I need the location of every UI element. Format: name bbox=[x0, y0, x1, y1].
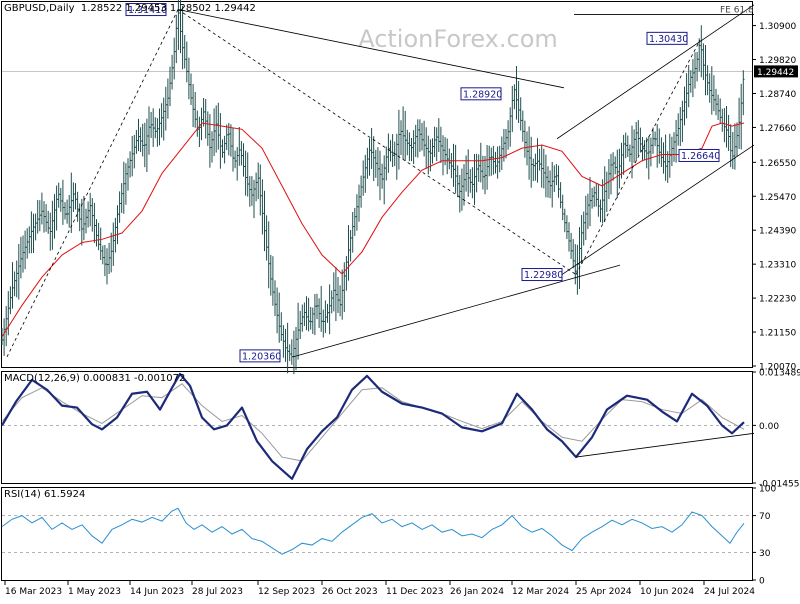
price-panel-frame bbox=[1, 1, 753, 581]
trend-line bbox=[292, 264, 621, 358]
rsi-line bbox=[1, 507, 745, 555]
time-tick-label: 16 Mar 2023 bbox=[5, 587, 62, 597]
time-tick-label: 11 Dec 2023 bbox=[386, 587, 444, 597]
rsi-tick-label: 70 bbox=[759, 512, 771, 522]
fe-level-label: FE 61.8 bbox=[720, 6, 754, 16]
rsi-tick-label: 100 bbox=[759, 485, 776, 495]
price-annotation-box bbox=[678, 148, 720, 162]
time-tick-label: 12 Mar 2024 bbox=[512, 587, 569, 597]
dashed-guide-line bbox=[6, 9, 179, 358]
time-tick-label: 26 Oct 2023 bbox=[322, 587, 378, 597]
price-annotation-box bbox=[646, 31, 688, 45]
ohlc-readout: 1.28522 1.29453 1.28502 1.29442 bbox=[80, 3, 256, 14]
time-tick-label: 12 Sep 2023 bbox=[258, 587, 315, 597]
price-annotation-box bbox=[521, 268, 563, 282]
price-tick-label: 1.24390 bbox=[759, 227, 796, 237]
time-axis: 16 Mar 2023 1 May 2023 14 Jun 2023 28 Jul 2… bbox=[4, 581, 755, 597]
rsi-tick-label: 30 bbox=[759, 549, 771, 559]
price-annotation-label: 1.26640 bbox=[681, 151, 720, 162]
symbol-title: GBPUSD,Daily bbox=[4, 3, 75, 14]
time-tick-label: 10 Jun 2024 bbox=[640, 587, 694, 597]
price-annotation-box bbox=[239, 349, 281, 363]
trend-line bbox=[177, 9, 565, 89]
macd-tick-label: 0.00 bbox=[759, 422, 779, 432]
macd-main-line bbox=[1, 372, 745, 480]
price-tick-label: 1.25470 bbox=[759, 193, 796, 203]
price-annotation-label: 1.31410 bbox=[128, 5, 167, 16]
symbol-header: GBPUSD,Daily 1.28522 1.29453 1.28502 1.2… bbox=[4, 3, 256, 14]
ohlc-bars bbox=[0, 0, 745, 375]
time-tick-label: 25 Apr 2024 bbox=[576, 587, 632, 597]
price-annotation-label: 1.30430 bbox=[649, 34, 688, 45]
time-tick-label: 14 Jun 2023 bbox=[130, 587, 184, 597]
price-tick-label: 1.21150 bbox=[759, 329, 796, 339]
price-tick-label: 1.20070 bbox=[759, 363, 796, 373]
last-price-box bbox=[754, 65, 798, 78]
macd-trend-line bbox=[575, 432, 755, 458]
trend-line bbox=[561, 144, 755, 275]
price-annotation-label: 1.22980 bbox=[524, 270, 563, 281]
price-annotation-box bbox=[125, 3, 167, 17]
time-tick-label: 1 May 2023 bbox=[68, 587, 121, 597]
macd-header: MACD(12,26,9) 0.000831 -0.001072 bbox=[4, 373, 185, 384]
last-price-label: 1.29442 bbox=[757, 68, 794, 78]
rsi-title: RSI(14) 61.5924 bbox=[4, 489, 86, 500]
trend-line bbox=[556, 4, 755, 140]
price-tick-label: 1.27660 bbox=[759, 124, 796, 134]
price-annotation-label: 1.20360 bbox=[242, 351, 281, 362]
macd-panel: 0.013489 0.00 -0.014554 bbox=[1, 369, 800, 490]
price-annotation-box bbox=[460, 87, 502, 101]
macd-tick-label: -0.014554 bbox=[759, 480, 800, 490]
rsi-panel: 100 70 30 0 bbox=[1, 485, 776, 587]
price-annotation-label: 1.28920 bbox=[463, 89, 502, 100]
rsi-header: RSI(14) 61.5924 bbox=[4, 489, 85, 500]
price-panel: 1.30900 1.29820 1.28740 1.27660 1.26550 1.254… bbox=[0, 0, 798, 375]
rsi-tick-label: 0 bbox=[759, 577, 765, 587]
macd-signal-line bbox=[1, 383, 745, 462]
macd-tick-label: 0.013489 bbox=[759, 369, 800, 379]
macd-title: MACD(12,26,9) 0.000831 -0.001072 bbox=[4, 373, 186, 384]
moving-average-line bbox=[1, 122, 745, 338]
time-tick-label: 24 Jul 2024 bbox=[704, 587, 755, 597]
dashed-guide-line bbox=[575, 40, 701, 275]
price-tick-label: 1.26550 bbox=[759, 159, 796, 169]
price-tick-label: 1.22230 bbox=[759, 295, 796, 305]
price-tick-label: 1.29820 bbox=[759, 56, 796, 66]
price-tick-label: 1.30900 bbox=[759, 22, 796, 32]
watermark: ActionForex.com bbox=[358, 25, 558, 53]
price-tick-label: 1.28740 bbox=[759, 90, 796, 100]
dashed-guide-line bbox=[177, 9, 577, 275]
price-tick-label: 1.23310 bbox=[759, 261, 796, 271]
time-tick-label: 26 Jan 2024 bbox=[450, 587, 504, 597]
time-tick-label: 28 Jul 2023 bbox=[192, 587, 243, 597]
